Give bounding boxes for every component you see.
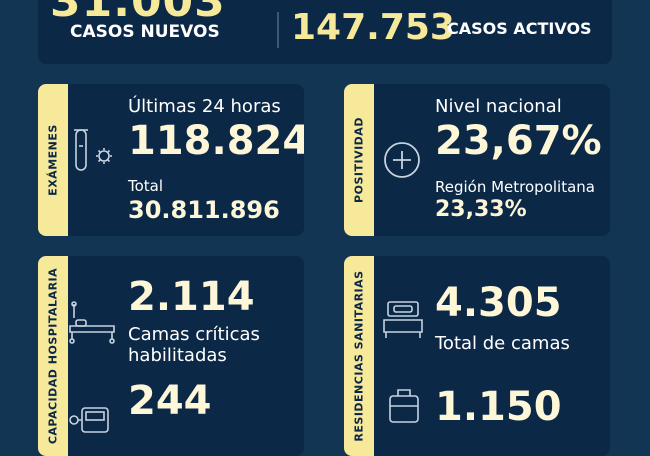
luggage-icon [384, 386, 424, 426]
exams-last24-label: Últimas 24 horas [128, 96, 281, 117]
bed-icon [382, 298, 424, 340]
residences-second-value: 1.150 [435, 384, 562, 430]
positivity-rm-value: 23,33% [435, 197, 527, 222]
hospital-tab-label: CAPACIDAD HOSPITALARIA [46, 267, 60, 445]
new-cases-label: CASOS NUEVOS [70, 22, 220, 42]
new-cases-value: 31.003 [50, 0, 226, 27]
total-beds-label: Total de camas [435, 333, 570, 354]
test-tube-virus-icon [72, 122, 120, 182]
exams-total-value: 30.811.896 [128, 196, 280, 224]
positivity-tab: POSITIVIDAD [344, 84, 374, 236]
hospital-tab: CAPACIDAD HOSPITALARIA [38, 256, 68, 456]
hospital-second-value: 244 [128, 378, 212, 424]
exams-total-label: Total [128, 177, 164, 195]
critical-beds-label-line1: Camas críticas [128, 324, 260, 345]
top-divider [277, 12, 279, 48]
active-cases-value: 147.753 [291, 7, 455, 48]
hospital-capacity-panel: CAPACIDAD HOSPITALARIA 2.114 Camas críti… [38, 256, 304, 456]
total-beds-value: 4.305 [435, 280, 562, 326]
positivity-national-label: Nivel nacional [435, 96, 562, 117]
exams-tab-label: EXÁMENES [46, 124, 60, 196]
residences-tab-label: RESIDENCIAS SANITARIAS [352, 270, 366, 442]
exams-panel: EXÁMENES Últimas 24 horas 118.824 Total … [38, 84, 304, 236]
top-summary-panel [38, 0, 612, 64]
residences-tab: RESIDENCIAS SANITARIAS [344, 256, 374, 456]
critical-beds-value: 2.114 [128, 274, 255, 320]
critical-beds-label-line2: habilitadas [128, 345, 227, 366]
positivity-tab-label: POSITIVIDAD [352, 117, 366, 203]
plus-circle-icon [382, 140, 422, 180]
positivity-panel: POSITIVIDAD Nivel nacional 23,67% Región… [344, 84, 610, 236]
active-cases-label: CASOS ACTIVOS [447, 19, 592, 38]
positivity-rm-label: Región Metropolitana [435, 178, 595, 196]
sanitary-residences-panel: RESIDENCIAS SANITARIAS 4.305 Total de ca… [344, 256, 610, 456]
exams-last24-value: 118.824 [128, 118, 304, 164]
positivity-national-value: 23,67% [435, 118, 602, 164]
hospital-bed-icon [68, 300, 120, 344]
exams-tab: EXÁMENES [38, 84, 68, 236]
